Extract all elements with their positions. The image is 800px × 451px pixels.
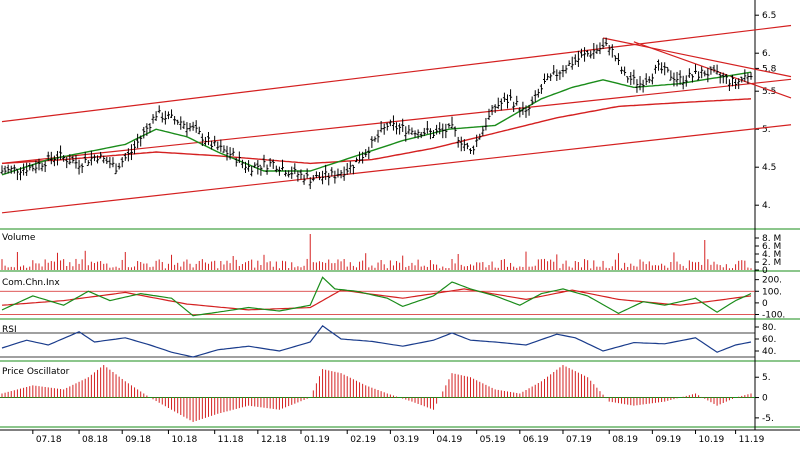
x-tick-label: 05.19 xyxy=(480,435,506,445)
x-tick-label: 04.19 xyxy=(437,435,463,445)
trendline-2 xyxy=(1,78,792,164)
sma-long-line xyxy=(1,98,752,165)
price-ytick-label: 4. xyxy=(762,201,771,211)
rsi-title: RSI xyxy=(2,325,17,335)
trendline-1 xyxy=(1,124,792,214)
cci-title: Com.Chn.Inx xyxy=(2,278,60,288)
cci-line xyxy=(1,276,752,317)
x-tick-label: 07.18 xyxy=(36,435,62,445)
x-tick-label: 12.18 xyxy=(261,435,287,445)
volume-ytick-label: 2. M xyxy=(762,258,781,268)
price-ytick-label: 5. xyxy=(762,125,771,135)
price-ytick-label: 4.5 xyxy=(762,163,776,173)
x-tick-label: 08.18 xyxy=(82,435,108,445)
x-tick-label: 09.19 xyxy=(655,435,681,445)
x-tick-label: 02.19 xyxy=(350,435,376,445)
price-ytick-label: 5.8 xyxy=(762,64,777,74)
cci-ytick-label: 200. xyxy=(762,276,782,286)
oscillator-ytick-label: -5. xyxy=(762,414,774,424)
x-tick-label: 08.19 xyxy=(612,435,638,445)
trendline-3 xyxy=(602,37,792,78)
sma-short-line xyxy=(1,71,752,176)
volume-title: Volume xyxy=(2,233,36,243)
cci-ytick-label: -100. xyxy=(762,311,785,321)
cci-ytick-label: 100. xyxy=(762,287,782,297)
price-ytick-label: 6. xyxy=(762,49,771,59)
cci-signal-line xyxy=(1,288,752,311)
x-tick-label: 10.18 xyxy=(171,435,197,445)
x-tick-label: 09.18 xyxy=(125,435,151,445)
rsi-ytick-label: 40. xyxy=(762,347,776,357)
cci-ytick-label: 0 xyxy=(762,299,768,309)
oscillator-ytick-label: 5. xyxy=(762,373,771,383)
x-tick-label: 01.19 xyxy=(304,435,330,445)
x-tick-label: 07.19 xyxy=(566,435,592,445)
volume-ytick-label: 8. M xyxy=(762,234,781,244)
price-ytick-label: 5.5 xyxy=(762,87,776,97)
x-tick-label: 11.19 xyxy=(739,435,765,445)
volume-ytick-label: 6. M xyxy=(762,242,781,252)
price-ytick-label: 6.5 xyxy=(762,11,776,21)
rsi-ytick-label: 60. xyxy=(762,335,776,345)
trendline-0 xyxy=(1,24,792,123)
x-tick-label: 06.19 xyxy=(523,435,549,445)
x-tick-label: 10.19 xyxy=(699,435,725,445)
x-tick-label: 03.19 xyxy=(393,435,419,445)
x-tick-label: 11.18 xyxy=(218,435,244,445)
volume-ytick-label: 4. M xyxy=(762,250,781,260)
trendline-4 xyxy=(633,41,792,99)
rsi-line xyxy=(1,324,752,358)
oscillator-ytick-label: 0 xyxy=(762,394,768,404)
oscillator-title: Price Oscillator xyxy=(2,367,70,377)
rsi-ytick-label: 80. xyxy=(762,323,776,333)
volume-ytick-label: 0 xyxy=(762,266,768,276)
